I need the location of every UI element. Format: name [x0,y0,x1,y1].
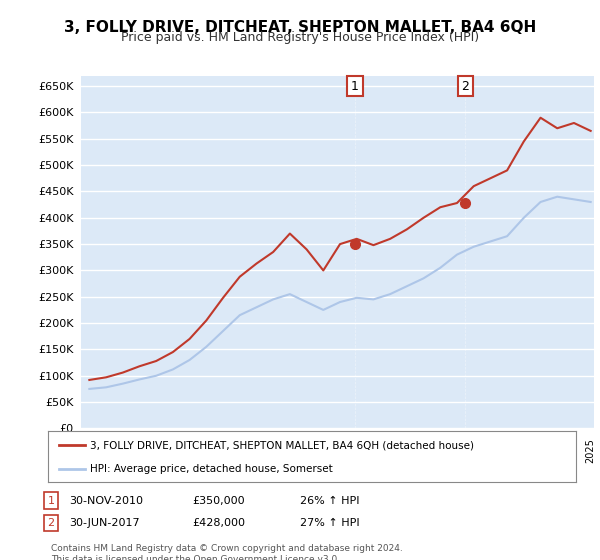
Text: £350,000: £350,000 [192,496,245,506]
Text: 1: 1 [47,496,55,506]
Text: 2: 2 [47,518,55,528]
Text: HPI: Average price, detached house, Somerset: HPI: Average price, detached house, Some… [90,464,333,474]
Text: 1: 1 [351,80,359,92]
Text: 26% ↑ HPI: 26% ↑ HPI [300,496,359,506]
Text: 2: 2 [461,80,469,92]
Text: Price paid vs. HM Land Registry's House Price Index (HPI): Price paid vs. HM Land Registry's House … [121,31,479,44]
Text: £428,000: £428,000 [192,518,245,528]
Text: 27% ↑ HPI: 27% ↑ HPI [300,518,359,528]
Text: 3, FOLLY DRIVE, DITCHEAT, SHEPTON MALLET, BA4 6QH (detached house): 3, FOLLY DRIVE, DITCHEAT, SHEPTON MALLET… [90,440,474,450]
Text: Contains HM Land Registry data © Crown copyright and database right 2024.
This d: Contains HM Land Registry data © Crown c… [51,544,403,560]
Text: 30-NOV-2010: 30-NOV-2010 [69,496,143,506]
Text: 30-JUN-2017: 30-JUN-2017 [69,518,140,528]
Text: 3, FOLLY DRIVE, DITCHEAT, SHEPTON MALLET, BA4 6QH: 3, FOLLY DRIVE, DITCHEAT, SHEPTON MALLET… [64,20,536,35]
